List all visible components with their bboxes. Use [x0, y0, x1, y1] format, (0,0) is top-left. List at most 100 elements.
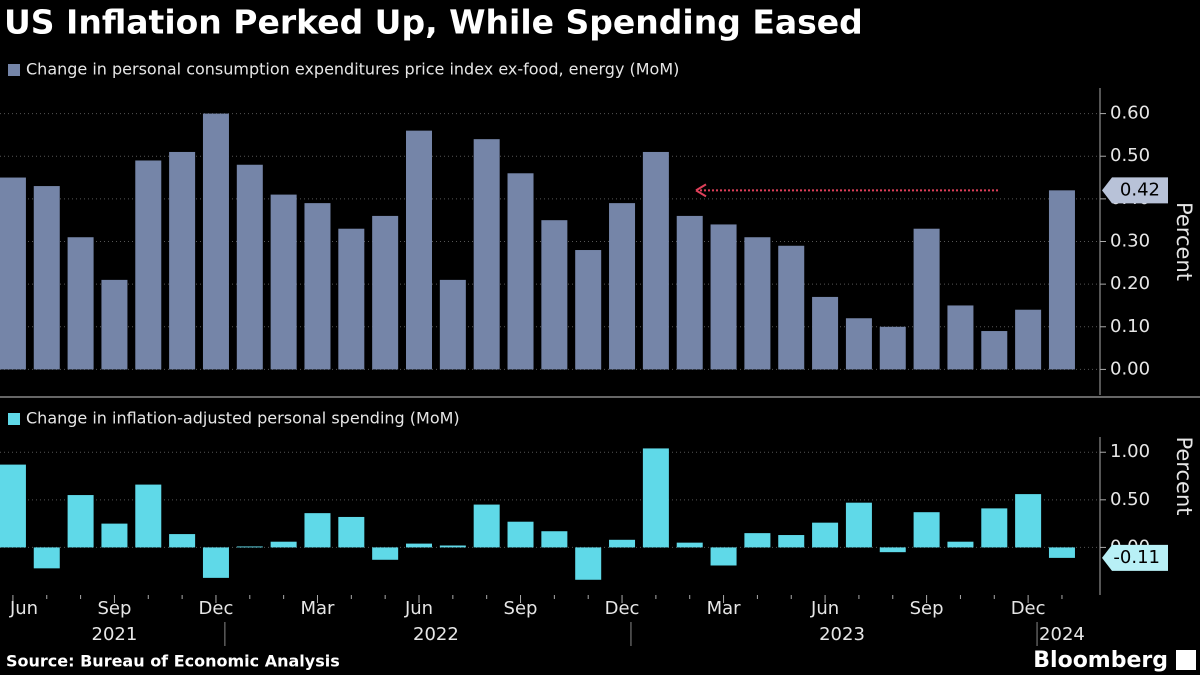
bar [1048, 190, 1075, 370]
callout-box [1102, 177, 1168, 204]
bar [270, 541, 297, 548]
callout-label: 0.42 [1120, 179, 1160, 200]
y-tick-label: 0.30 [1110, 231, 1150, 252]
bar [575, 250, 602, 370]
x-tick-label: Dec [199, 598, 234, 619]
x-tick-label: Sep [910, 598, 944, 619]
bar [1015, 494, 1042, 548]
x-group-label: 2021 [92, 624, 138, 645]
bar [135, 160, 162, 370]
legend-label: Change in inflation-adjusted personal sp… [26, 409, 460, 428]
bar [67, 495, 94, 548]
bar [913, 228, 940, 370]
bar [338, 228, 365, 370]
bar [541, 220, 568, 370]
bar [879, 547, 906, 553]
bar [609, 203, 636, 370]
y-tick-label: 0.10 [1110, 316, 1150, 337]
bar [507, 521, 534, 548]
callout-box [1102, 544, 1168, 571]
bar [575, 547, 602, 580]
bar [236, 546, 263, 548]
x-tick-label: Dec [605, 598, 640, 619]
x-tick-label: Sep [504, 598, 538, 619]
y-tick-label: 0.60 [1110, 103, 1150, 124]
bar [778, 535, 805, 548]
x-group-label: 2024 [1039, 624, 1085, 645]
y-axis-label: Percent [1172, 436, 1196, 515]
bar [372, 215, 399, 370]
bar [913, 512, 940, 548]
bar [236, 164, 263, 370]
bar [845, 502, 872, 548]
bar [541, 531, 568, 548]
bar [33, 547, 60, 569]
bar [710, 224, 737, 370]
x-tick-label: Dec [1011, 598, 1046, 619]
y-tick-label: 0.50 [1110, 489, 1150, 510]
bar [778, 245, 805, 370]
bar [270, 194, 297, 370]
bar [338, 516, 365, 548]
legend-swatch [8, 413, 20, 425]
bar [744, 533, 771, 548]
bar [845, 318, 872, 370]
brand-icon [1176, 650, 1196, 670]
x-tick-label: Sep [97, 598, 131, 619]
bar [1048, 547, 1075, 558]
bar [473, 139, 500, 370]
bar [135, 484, 162, 548]
x-tick-label: Mar [707, 598, 742, 619]
bar [101, 279, 128, 370]
bar [981, 331, 1008, 370]
legend-label: Change in personal consumption expenditu… [26, 60, 679, 79]
brand: Bloomberg [1033, 648, 1168, 673]
callout-label: -0.11 [1113, 547, 1160, 568]
bar [101, 523, 128, 548]
bar [642, 448, 669, 548]
bar [0, 464, 26, 548]
bar [169, 151, 196, 370]
bar [406, 543, 432, 548]
bar [812, 522, 839, 548]
y-tick-label: 1.00 [1110, 441, 1150, 462]
x-group-label: 2022 [413, 624, 459, 645]
y-tick-label: 0.20 [1110, 273, 1150, 294]
bar [744, 237, 771, 370]
bar [947, 305, 974, 370]
bar [473, 504, 500, 548]
legend-swatch [8, 64, 20, 76]
bar [372, 547, 399, 560]
y-tick-label: 0.50 [1110, 145, 1150, 166]
bar [202, 547, 229, 578]
bar [406, 130, 432, 370]
bar [981, 508, 1008, 548]
bar [33, 186, 60, 370]
bar [676, 542, 703, 548]
chart-title: US Inflation Perked Up, While Spending E… [4, 3, 863, 42]
bar [676, 215, 703, 370]
annotation-arrowhead [695, 183, 707, 198]
x-tick-label: Jun [9, 598, 38, 619]
bar [439, 545, 466, 548]
bar [1015, 309, 1042, 370]
bar [304, 203, 331, 370]
x-group-label: 2023 [819, 624, 865, 645]
bar [710, 547, 737, 566]
x-tick-label: Jun [810, 598, 839, 619]
y-tick-label: 0.00 [1110, 358, 1150, 379]
bar [609, 539, 636, 548]
x-tick-label: Mar [300, 598, 335, 619]
x-tick-label: Jun [404, 598, 433, 619]
bar [812, 296, 839, 370]
bar [304, 513, 331, 548]
bar [879, 326, 906, 370]
bar [67, 237, 94, 370]
y-axis-label: Percent [1172, 202, 1196, 281]
bar [0, 177, 26, 370]
bar [642, 151, 669, 370]
bar [202, 113, 229, 370]
bar [947, 541, 974, 548]
bar [439, 279, 466, 370]
